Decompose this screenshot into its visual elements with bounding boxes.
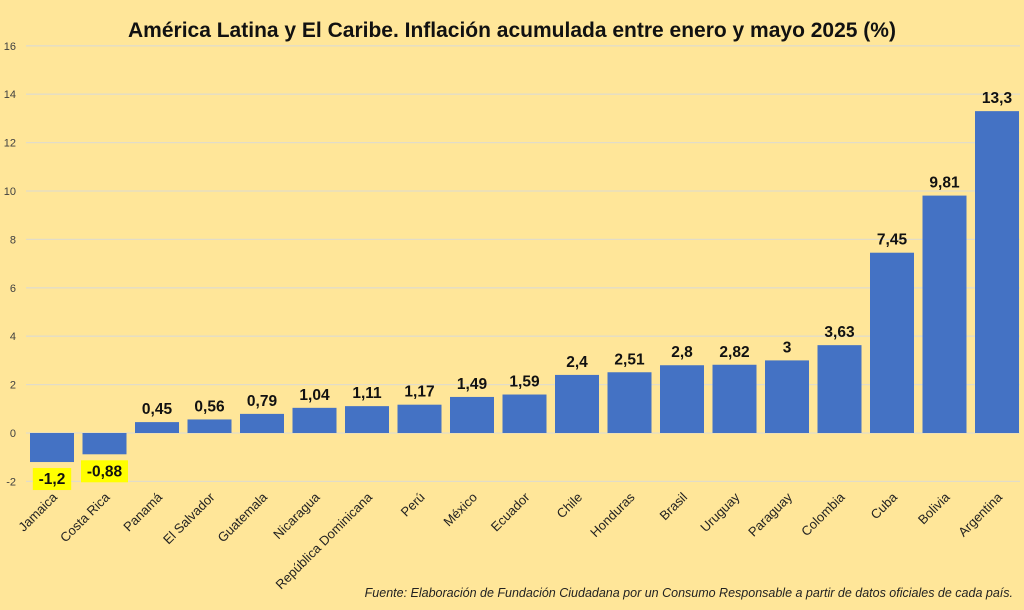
bar (607, 372, 652, 433)
data-labels: -1,2 -0,88 0,45 0,56 0,79 1,04 1,11 1,17 1,49 1,5… (32, 90, 1013, 491)
bar (450, 396, 494, 433)
bar (975, 111, 1019, 433)
bar (187, 419, 232, 433)
bar (30, 433, 74, 463)
data-label: 3,63 (824, 324, 855, 341)
y-tick-label: 12 (4, 138, 16, 150)
bar (870, 252, 914, 433)
chart-title: América Latina y El Caribe. Inflación ac… (128, 19, 896, 42)
bar (660, 365, 704, 433)
data-label: 2,82 (719, 344, 749, 361)
data-label-highlight (81, 460, 128, 483)
bar (292, 407, 337, 433)
y-tick-label: 4 (10, 331, 16, 343)
bar (817, 345, 862, 433)
y-tick-label: -2 (6, 476, 16, 488)
bar (240, 413, 284, 433)
data-label: 13,3 (982, 90, 1013, 107)
data-label: 0,56 (194, 398, 225, 415)
y-tick-label: 2 (10, 380, 16, 392)
bar (397, 404, 442, 433)
data-label: 9,81 (929, 175, 960, 192)
data-label: 1,17 (404, 384, 434, 401)
data-label-highlight (32, 468, 72, 491)
source-note: Fuente: Elaboración de Fundación Ciudada… (365, 586, 1013, 600)
data-label: 2,4 (566, 354, 588, 371)
data-label: 2,51 (614, 351, 645, 368)
y-axis-ticks: -2 0 2 4 6 8 10 12 14 16 (4, 41, 16, 489)
data-label: 0,79 (247, 393, 278, 410)
y-tick-label: 16 (4, 41, 16, 53)
bar (82, 433, 127, 455)
y-tick-label: 10 (4, 186, 16, 198)
data-label: 1,11 (352, 385, 382, 402)
bar (555, 374, 599, 433)
bar (502, 394, 547, 433)
y-tick-label: 8 (10, 234, 16, 246)
data-label: 3 (783, 339, 792, 356)
data-label: 1,49 (457, 376, 488, 393)
data-label: -0,88 (87, 463, 123, 480)
y-tick-label: 6 (10, 283, 16, 295)
data-label: -1,2 (39, 471, 66, 488)
y-tick-label: 0 (10, 428, 16, 440)
bar (345, 406, 389, 433)
bar (712, 364, 757, 433)
data-label: 1,04 (299, 387, 330, 404)
bar (765, 360, 809, 433)
bar (135, 422, 179, 433)
data-label: 0,45 (142, 401, 173, 418)
data-label: 2,8 (671, 344, 693, 361)
data-label: 1,59 (509, 374, 540, 391)
data-label: 7,45 (877, 232, 908, 249)
y-tick-label: 14 (4, 89, 16, 101)
bars (30, 111, 1019, 463)
bar (922, 195, 967, 433)
